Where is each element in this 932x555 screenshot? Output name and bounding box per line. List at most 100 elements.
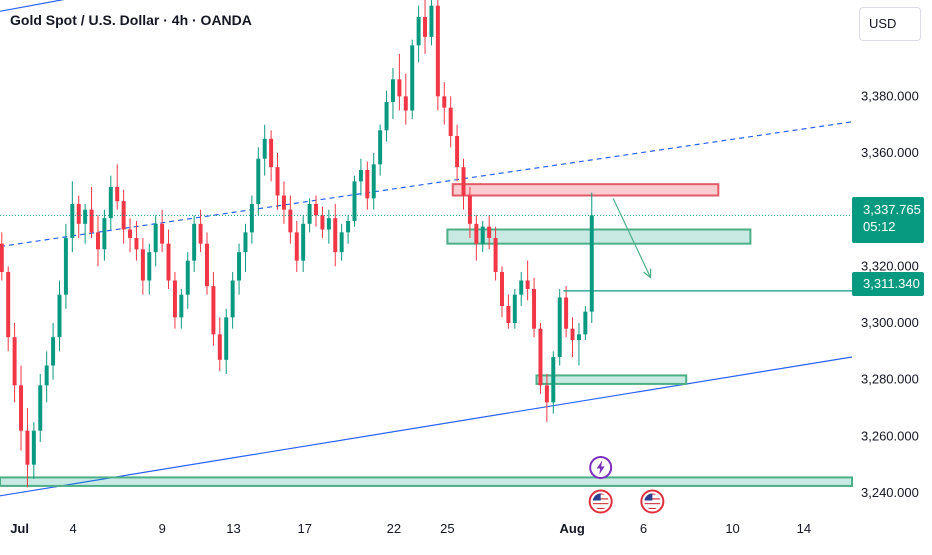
candle-body-2 bbox=[12, 337, 17, 386]
us-flag-icon[interactable] bbox=[588, 489, 613, 514]
candle-body-29 bbox=[185, 260, 190, 295]
candle-body-57 bbox=[365, 170, 370, 199]
currency-button[interactable]: USD bbox=[859, 7, 921, 41]
candle-body-7 bbox=[44, 365, 49, 386]
candle-body-18 bbox=[115, 187, 120, 202]
candle-body-91 bbox=[583, 311, 588, 335]
candle-body-0 bbox=[0, 243, 4, 272]
x-tick-label: 22 bbox=[387, 521, 401, 536]
candle-body-56 bbox=[358, 170, 363, 182]
bar-countdown-label: 05:12 bbox=[863, 219, 896, 234]
candle-body-31 bbox=[198, 223, 203, 244]
candle-body-30 bbox=[192, 223, 197, 261]
y-tick-label: 3,380.000 bbox=[861, 88, 919, 103]
candle-body-50 bbox=[320, 215, 325, 230]
candle-body-76 bbox=[487, 226, 492, 238]
candle-body-26 bbox=[166, 243, 171, 281]
projection-arrow bbox=[612, 198, 652, 278]
candle-body-75 bbox=[480, 226, 485, 244]
candle-body-81 bbox=[519, 280, 524, 295]
x-tick-label: 6 bbox=[640, 521, 647, 536]
candle-body-40 bbox=[256, 158, 261, 204]
trendlines-layer bbox=[0, 0, 853, 497]
supply-zone-0 bbox=[451, 183, 720, 197]
candle-body-87 bbox=[557, 297, 562, 357]
candle-body-63 bbox=[403, 96, 408, 111]
candle-body-4 bbox=[25, 430, 30, 465]
candle-body-51 bbox=[326, 218, 331, 230]
y-tick-label: 3,260.000 bbox=[861, 428, 919, 443]
candle-body-62 bbox=[397, 79, 402, 97]
candle-body-15 bbox=[95, 232, 100, 250]
candle-body-42 bbox=[269, 138, 274, 168]
candle-body-74 bbox=[474, 223, 479, 244]
candle-body-23 bbox=[147, 252, 152, 281]
candle-body-52 bbox=[333, 218, 338, 253]
candle-body-77 bbox=[493, 238, 498, 272]
candle-body-92 bbox=[589, 215, 594, 312]
x-tick-label: 14 bbox=[797, 521, 811, 536]
x-tick-label: 10 bbox=[725, 521, 739, 536]
trendline-0 bbox=[0, 121, 853, 248]
candle-body-67 bbox=[429, 5, 434, 37]
candle-body-80 bbox=[512, 294, 517, 323]
candle-body-12 bbox=[76, 204, 81, 224]
candle-body-89 bbox=[570, 328, 575, 340]
candle-body-68 bbox=[435, 5, 440, 97]
candle-body-69 bbox=[442, 96, 447, 108]
candle-body-13 bbox=[83, 209, 88, 224]
level-price-tag: 3,311.340 bbox=[852, 272, 924, 296]
candle-body-17 bbox=[108, 187, 113, 219]
candle-body-24 bbox=[153, 223, 158, 253]
lightning-icon[interactable] bbox=[589, 456, 613, 479]
candle-body-10 bbox=[63, 238, 68, 295]
candle-body-43 bbox=[275, 167, 280, 196]
candle-body-86 bbox=[551, 357, 556, 403]
zones-layer bbox=[0, 183, 853, 487]
candle-body-8 bbox=[51, 337, 56, 366]
candle-body-34 bbox=[217, 334, 222, 360]
last-price-label: 3,337.765 bbox=[863, 202, 921, 217]
candle-body-3 bbox=[19, 385, 24, 431]
candle-body-44 bbox=[281, 195, 286, 210]
candle-body-39 bbox=[249, 204, 254, 233]
y-tick-label: 3,320.000 bbox=[861, 258, 919, 273]
candle-body-11 bbox=[70, 204, 75, 238]
candle-body-58 bbox=[371, 164, 376, 199]
candle-body-46 bbox=[294, 232, 299, 261]
candle-body-1 bbox=[6, 272, 11, 338]
candle-body-36 bbox=[230, 280, 235, 318]
x-tick-label: 17 bbox=[298, 521, 312, 536]
x-tick-label: 25 bbox=[440, 521, 454, 536]
x-tick-label: Aug bbox=[560, 521, 585, 536]
candle-body-47 bbox=[301, 223, 306, 261]
y-tick-label: 3,280.000 bbox=[861, 372, 919, 387]
candle-body-90 bbox=[576, 334, 581, 340]
candle-body-27 bbox=[172, 280, 177, 318]
trendline-2 bbox=[0, 0, 65, 12]
candle-body-35 bbox=[224, 317, 229, 360]
demand-zone-1 bbox=[446, 228, 752, 245]
candle-body-72 bbox=[461, 167, 466, 196]
demand-zone-3 bbox=[0, 476, 853, 487]
candle-body-6 bbox=[38, 385, 43, 431]
candle-body-84 bbox=[538, 328, 543, 386]
candle-body-21 bbox=[134, 238, 139, 250]
candle-body-65 bbox=[416, 17, 421, 46]
candle-body-38 bbox=[243, 232, 248, 253]
candle-body-88 bbox=[564, 297, 569, 329]
last-price-tag: 3,337.765 05:12 bbox=[852, 197, 924, 243]
us-flag-icon[interactable] bbox=[640, 489, 665, 514]
candle-body-33 bbox=[211, 286, 216, 335]
candle-body-85 bbox=[544, 385, 549, 403]
candle-body-16 bbox=[102, 218, 107, 250]
candle-body-53 bbox=[339, 232, 344, 253]
candle-body-22 bbox=[140, 249, 145, 281]
candle-body-73 bbox=[467, 195, 472, 224]
candle-body-9 bbox=[57, 294, 62, 338]
candle-body-32 bbox=[205, 243, 209, 287]
projection-arrow-head bbox=[643, 268, 652, 279]
candle-body-28 bbox=[179, 294, 184, 318]
